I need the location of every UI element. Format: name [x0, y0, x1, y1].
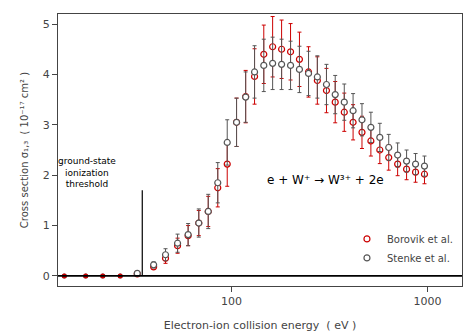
svg-text:3: 3 — [43, 119, 50, 132]
svg-text:Cross section σ₁,₃ ( 10⁻¹⁷ cm: Cross section σ₁,₃ ( 10⁻¹⁷ cm² ) — [19, 72, 30, 228]
svg-text:Borovik et al.: Borovik et al. — [387, 234, 453, 245]
svg-text:2: 2 — [43, 169, 50, 182]
svg-text:1000: 1000 — [414, 295, 442, 308]
svg-text:ground-stateionizationthreshol: ground-stateionizationthreshold — [58, 156, 116, 189]
svg-text:e + W⁺ → W³⁺ + 2e: e + W⁺ → W³⁺ + 2e — [267, 173, 384, 187]
svg-text:100: 100 — [221, 295, 242, 308]
svg-text:0: 0 — [43, 270, 50, 283]
svg-text:Electron-ion collision energy: Electron-ion collision energy ( eV ) — [164, 319, 356, 332]
svg-text:Stenke et al.: Stenke et al. — [387, 253, 450, 264]
svg-text:5: 5 — [43, 18, 50, 31]
svg-text:1: 1 — [43, 219, 50, 232]
svg-text:4: 4 — [43, 68, 50, 81]
